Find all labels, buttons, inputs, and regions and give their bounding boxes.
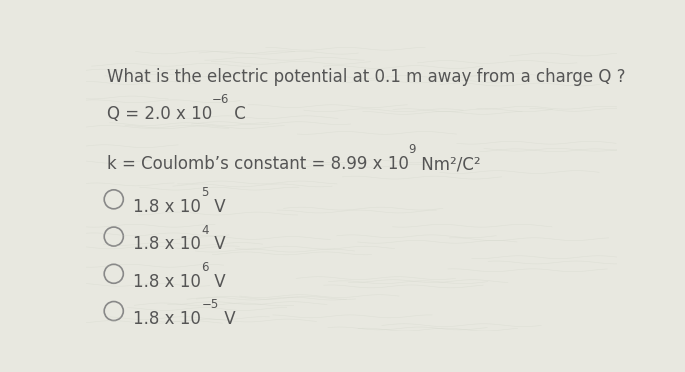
Text: What is the electric potential at 0.1 m away from a charge Q ?: What is the electric potential at 0.1 m … xyxy=(107,68,625,86)
Text: 1.8 x 10: 1.8 x 10 xyxy=(134,310,201,328)
Text: Nm²/C²: Nm²/C² xyxy=(416,155,481,173)
Text: −5: −5 xyxy=(201,298,219,311)
Text: 1.8 x 10: 1.8 x 10 xyxy=(134,235,201,253)
Text: V: V xyxy=(209,273,225,291)
Text: 6: 6 xyxy=(201,261,209,274)
Text: C: C xyxy=(229,105,246,123)
Text: −6: −6 xyxy=(212,93,229,106)
Text: V: V xyxy=(219,310,235,328)
Text: Q = 2.0 x 10: Q = 2.0 x 10 xyxy=(107,105,212,123)
Text: 4: 4 xyxy=(201,224,209,237)
Text: k = Coulomb’s constant = 8.99 x 10: k = Coulomb’s constant = 8.99 x 10 xyxy=(107,155,409,173)
Text: V: V xyxy=(209,198,225,216)
Text: V: V xyxy=(209,235,225,253)
Text: 1.8 x 10: 1.8 x 10 xyxy=(134,273,201,291)
Text: 1.8 x 10: 1.8 x 10 xyxy=(134,198,201,216)
Text: 5: 5 xyxy=(201,186,209,199)
Text: 9: 9 xyxy=(409,144,416,157)
